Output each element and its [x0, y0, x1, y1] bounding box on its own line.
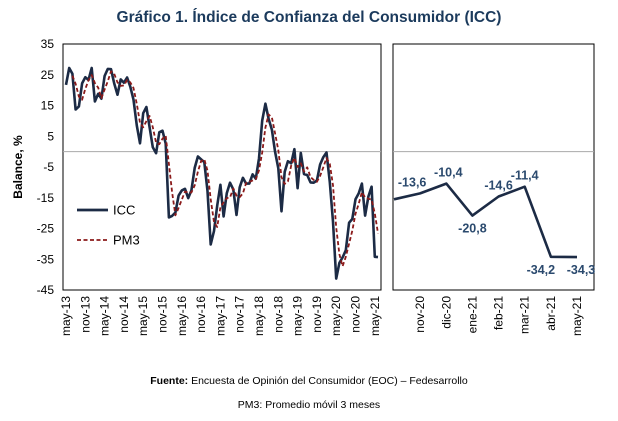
legend: ICC PM3 [77, 203, 140, 248]
data-label: -34,2 [527, 263, 556, 277]
source-label: Fuente: [150, 375, 189, 387]
x-tick-label: nov-19 [310, 296, 324, 333]
pm3-note: PM3: Promedio móvil 3 meses [237, 399, 381, 411]
x-tick-label: may-14 [98, 296, 112, 336]
chart-title: Gráfico 1. Índice de Confianza del Consu… [117, 9, 502, 26]
y-axis: 35 25 15 5 -5 -15 -25 -35 -45 [37, 37, 55, 297]
pm3-line [71, 70, 379, 268]
y-tick-label: -45 [37, 283, 55, 297]
y-tick-label: -25 [37, 222, 55, 236]
y-tick-label: 15 [41, 99, 55, 113]
x-tick-label: abr-21 [544, 296, 558, 331]
y-tick-label: -15 [37, 191, 55, 205]
x-tick-label: nov-20 [348, 296, 362, 333]
data-label: -14,6 [484, 179, 513, 193]
x-tick-label: feb-21 [492, 296, 506, 330]
y-tick-label: 5 [47, 129, 54, 143]
y-tick-label: -5 [43, 160, 54, 174]
right-plot-frame [392, 43, 595, 291]
x-tick-label: may-19 [291, 296, 305, 336]
data-label: -13,6 [398, 175, 427, 189]
x-tick-label: may-21 [570, 296, 584, 336]
x-tick-label: may-21 [368, 296, 382, 336]
y-tick-label: 25 [41, 68, 55, 82]
y-tick-label: 35 [41, 37, 55, 51]
legend-label: PM3 [113, 233, 140, 248]
y-axis-label: Balance, % [11, 135, 25, 199]
x-tick-label: dic-20 [439, 296, 453, 329]
data-label: -11,4 [511, 169, 539, 183]
x-tick-label: nov-16 [194, 296, 208, 333]
x-tick-label: nov-13 [78, 296, 92, 333]
y-tick-label: -35 [37, 252, 55, 266]
x-tick-label: may-18 [252, 296, 266, 336]
x-tick-label: ene-21 [465, 296, 479, 334]
source-note: Fuente: Encuesta de Opinión del Consumid… [0, 375, 618, 387]
x-tick-label: nov-20 [413, 296, 427, 333]
x-tick-label: may-20 [329, 296, 343, 336]
data-label: -10,4 [434, 166, 463, 180]
x-tick-label: nov-15 [155, 296, 169, 333]
x-tick-label: nov-17 [233, 296, 247, 333]
x-tick-label: mar-21 [518, 296, 532, 334]
icc-line [64, 66, 379, 280]
legend-label: ICC [113, 203, 135, 218]
x-tick-label: may-17 [213, 296, 227, 336]
x-tick-label: nov-18 [271, 296, 285, 333]
x-tick-label: may-13 [59, 296, 73, 336]
icc-recent-line [393, 182, 578, 259]
x-tick-label: nov-14 [117, 296, 131, 333]
x-tick-label: may-15 [136, 296, 150, 336]
x-tick-label: may-16 [175, 296, 189, 336]
source-text: Encuesta de Opinión del Consumidor (EOC)… [188, 375, 468, 387]
data-label: -34,3 [567, 263, 596, 277]
left-panel: may-13 nov-13 may-14 nov-14 may-15 nov-15 may-… [59, 43, 382, 336]
right-panel: -13,6 -10,4 -20,8 -14,6-11,4 -34,2 -34,3 nov-2… [392, 43, 596, 336]
left-plot-frame [62, 43, 382, 291]
data-label: -20,8 [458, 222, 487, 236]
